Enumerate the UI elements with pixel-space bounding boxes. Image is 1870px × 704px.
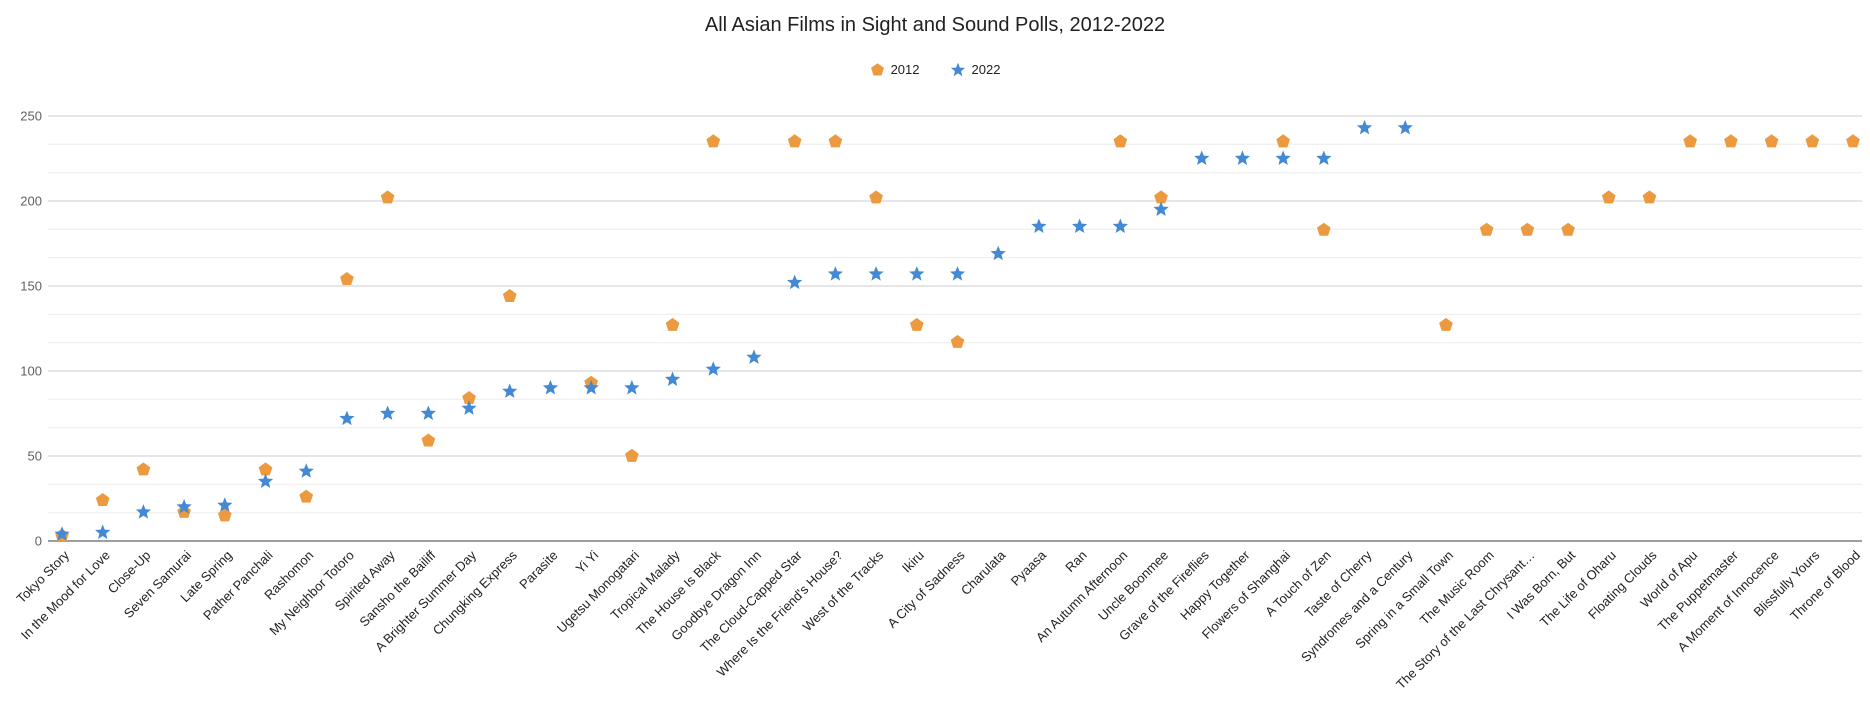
data-point-2022[interactable]	[624, 380, 640, 395]
data-point-2012[interactable]	[1642, 190, 1657, 204]
x-tick-label: A City of Sadness	[884, 547, 968, 631]
data-point-2022[interactable]	[1356, 119, 1373, 135]
data-point-2022[interactable]	[176, 499, 192, 514]
data-point-2012[interactable]	[1805, 134, 1820, 148]
pentagon-glyph	[870, 63, 884, 76]
data-point-2012[interactable]	[95, 493, 110, 507]
data-point-2012[interactable]	[1561, 222, 1575, 236]
data-point-2022[interactable]	[380, 405, 396, 420]
data-point-2012[interactable]	[706, 134, 721, 148]
data-point-2012[interactable]	[1154, 190, 1168, 204]
data-point-2022[interactable]	[461, 400, 477, 415]
data-point-2022[interactable]	[583, 380, 599, 395]
legend-label-2022: 2022	[971, 62, 1001, 77]
legend: 2012 2022	[0, 62, 1870, 77]
data-point-2022[interactable]	[1316, 150, 1332, 165]
y-tick-label: 100	[20, 364, 42, 379]
data-point-2022[interactable]	[502, 383, 518, 398]
data-point-2022[interactable]	[1072, 218, 1088, 233]
data-point-2022[interactable]	[339, 410, 355, 426]
data-point-2012[interactable]	[421, 433, 436, 447]
y-tick-label: 50	[28, 449, 42, 464]
data-point-2022[interactable]	[1397, 119, 1413, 135]
chart-title: All Asian Films in Sight and Sound Polls…	[704, 14, 1166, 36]
data-point-2012[interactable]	[950, 334, 965, 348]
x-tick-label: Uncle Boonmee	[1095, 548, 1171, 624]
x-tick-label: Happy Together	[1177, 547, 1253, 623]
x-tick-label: The Music Room	[1417, 548, 1497, 628]
x-tick-label: Charulata	[958, 547, 1009, 598]
data-point-2022[interactable]	[705, 361, 721, 376]
data-point-2022[interactable]	[1153, 201, 1169, 216]
data-point-2022[interactable]	[420, 405, 436, 420]
data-point-2012[interactable]	[340, 272, 354, 286]
data-point-2012[interactable]	[1439, 317, 1453, 331]
data-point-2012[interactable]	[1113, 134, 1128, 148]
data-point-2012[interactable]	[1724, 134, 1738, 148]
data-point-2012[interactable]	[909, 317, 924, 331]
data-point-2022[interactable]	[949, 266, 966, 281]
x-tick-label: Throne of Blood	[1787, 548, 1863, 624]
data-point-2022[interactable]	[787, 274, 803, 290]
data-point-2012[interactable]	[462, 391, 476, 405]
data-point-2022[interactable]	[1194, 150, 1210, 165]
data-point-2022[interactable]	[909, 266, 925, 281]
data-point-2012[interactable]	[177, 504, 191, 518]
data-point-2022[interactable]	[1112, 218, 1128, 233]
data-point-2012[interactable]	[1479, 222, 1494, 236]
data-point-2022[interactable]	[135, 504, 152, 519]
data-point-2012[interactable]	[380, 190, 395, 204]
data-point-2012[interactable]	[665, 317, 680, 331]
data-point-2012[interactable]	[258, 462, 273, 476]
data-point-2012[interactable]	[828, 134, 843, 148]
data-point-2012[interactable]	[1764, 134, 1779, 148]
data-point-2012[interactable]	[502, 289, 517, 303]
data-point-2012[interactable]	[1276, 134, 1290, 148]
legend-item-2022[interactable]: 2022	[950, 62, 1001, 77]
data-point-2012[interactable]	[625, 448, 639, 462]
data-point-2022[interactable]	[542, 380, 559, 395]
star-icon	[950, 62, 965, 77]
legend-label-2012: 2012	[890, 62, 920, 77]
y-tick-label: 250	[20, 109, 42, 124]
data-point-2022[interactable]	[1031, 218, 1047, 233]
data-point-2022[interactable]	[746, 349, 762, 364]
y-tick-label: 0	[35, 534, 42, 549]
data-point-2012[interactable]	[869, 190, 883, 204]
legend-item-2012[interactable]: 2012	[870, 62, 920, 77]
pentagon-icon	[870, 63, 884, 76]
star-glyph	[950, 62, 965, 77]
data-point-2012[interactable]	[787, 134, 802, 148]
data-point-2012[interactable]	[1601, 190, 1616, 204]
data-point-2012[interactable]	[1846, 134, 1860, 148]
data-point-2022[interactable]	[95, 524, 111, 539]
data-point-2022[interactable]	[298, 463, 314, 478]
x-tick-label: Ikiru	[899, 548, 927, 576]
data-point-2022[interactable]	[664, 371, 681, 386]
x-tick-label: Pather Panchali	[200, 547, 276, 623]
data-point-2012[interactable]	[136, 462, 151, 476]
data-point-2022[interactable]	[54, 526, 70, 541]
y-tick-label: 200	[20, 194, 42, 209]
data-point-2022[interactable]	[1234, 150, 1251, 165]
data-point-2022[interactable]	[990, 245, 1006, 261]
data-point-2022[interactable]	[217, 497, 233, 512]
data-point-2022[interactable]	[868, 266, 884, 281]
data-point-2012[interactable]	[299, 489, 314, 503]
data-point-2012[interactable]	[1683, 134, 1698, 148]
data-point-2012[interactable]	[1520, 222, 1535, 236]
data-point-2012[interactable]	[217, 508, 232, 522]
x-tick-label: Pyaasa	[1008, 547, 1050, 589]
data-point-2022[interactable]	[1275, 150, 1291, 165]
data-point-2022[interactable]	[257, 473, 274, 488]
y-tick-label: 150	[20, 279, 42, 294]
x-tick-label: Yi Yi	[573, 547, 602, 576]
x-tick-label: Tropical Malady	[608, 547, 683, 622]
data-point-2022[interactable]	[827, 266, 843, 281]
x-tick-label: Ran	[1062, 548, 1089, 575]
x-tick-label: Parasite	[516, 548, 560, 592]
data-point-2012[interactable]	[1316, 222, 1331, 236]
